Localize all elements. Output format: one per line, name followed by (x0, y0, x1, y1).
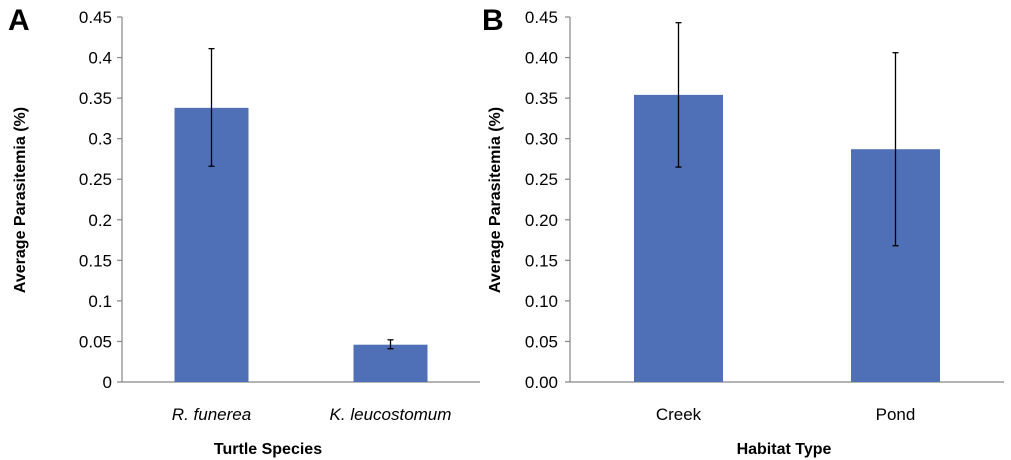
panel-a-y-tick-label: 0.2 (88, 211, 112, 230)
panel-a-y-tick-label: 0.45 (79, 8, 112, 27)
panel-b-category-label: Pond (876, 405, 916, 424)
panel-a-bar-1 (354, 345, 428, 382)
panel-b-y-tick-label: 0.45 (525, 8, 558, 27)
panel-b-x-axis-title: Habitat Type (737, 441, 832, 458)
panel-a-y-tick-label: 0.1 (88, 292, 112, 311)
panel-b-y-axis-title: Average Parasitemia (%) (487, 107, 504, 293)
panel-b-letter: B (482, 4, 504, 37)
panel-a-y-tick-label: 0.15 (79, 251, 112, 270)
panel-a-bars (175, 108, 428, 382)
panel-a-y-tick-label: 0.35 (79, 89, 112, 108)
panel-a: A Average Parasitemia (%) Turtle Species… (8, 4, 480, 458)
panel-a-y-tick-label: 0 (103, 373, 112, 392)
panel-b-y-tick-label: 0.20 (525, 211, 558, 230)
panel-a-y-tick-label: 0.05 (79, 332, 112, 351)
panel-a-y-tick-label: 0.4 (88, 49, 112, 68)
panel-a-x-axis-title: Turtle Species (214, 441, 322, 458)
panel-b-y-tick-label: 0.15 (525, 251, 558, 270)
panel-a-y-ticks: 0 0.05 0.1 0.15 0.2 0.25 0.3 0.35 0.4 0.45 (79, 8, 122, 392)
panel-b-category-label: Creek (656, 405, 702, 424)
panel-b-y-tick-label: 0.00 (525, 373, 558, 392)
panel-b-y-tick-label: 0.05 (525, 332, 558, 351)
panel-a-y-tick-label: 0.25 (79, 170, 112, 189)
panel-b-y-tick-label: 0.35 (525, 89, 558, 108)
panel-b-y-tick-label: 0.25 (525, 170, 558, 189)
panel-b-y-tick-label: 0.30 (525, 130, 558, 149)
panel-a-category-label: K. leucostomum (330, 405, 452, 424)
panel-b: B Average Parasitemia (%) Habitat Type 0… (482, 4, 1004, 458)
panel-a-y-tick-label: 0.3 (88, 130, 112, 149)
panel-b-y-ticks: 0.00 0.05 0.10 0.15 0.20 0.25 0.30 0.35 0.40 0.45 (525, 8, 570, 392)
panel-b-category-labels: Creek Pond (656, 405, 916, 424)
panel-a-letter: A (8, 4, 30, 37)
panel-b-y-tick-label: 0.40 (525, 49, 558, 68)
panel-a-category-label: R. funerea (172, 405, 251, 424)
panel-a-category-labels: R. funerea K. leucostomum (172, 405, 452, 424)
panel-b-y-tick-label: 0.10 (525, 292, 558, 311)
panel-a-y-axis-title: Average Parasitemia (%) (12, 107, 29, 293)
panel-b-bars (634, 95, 940, 382)
